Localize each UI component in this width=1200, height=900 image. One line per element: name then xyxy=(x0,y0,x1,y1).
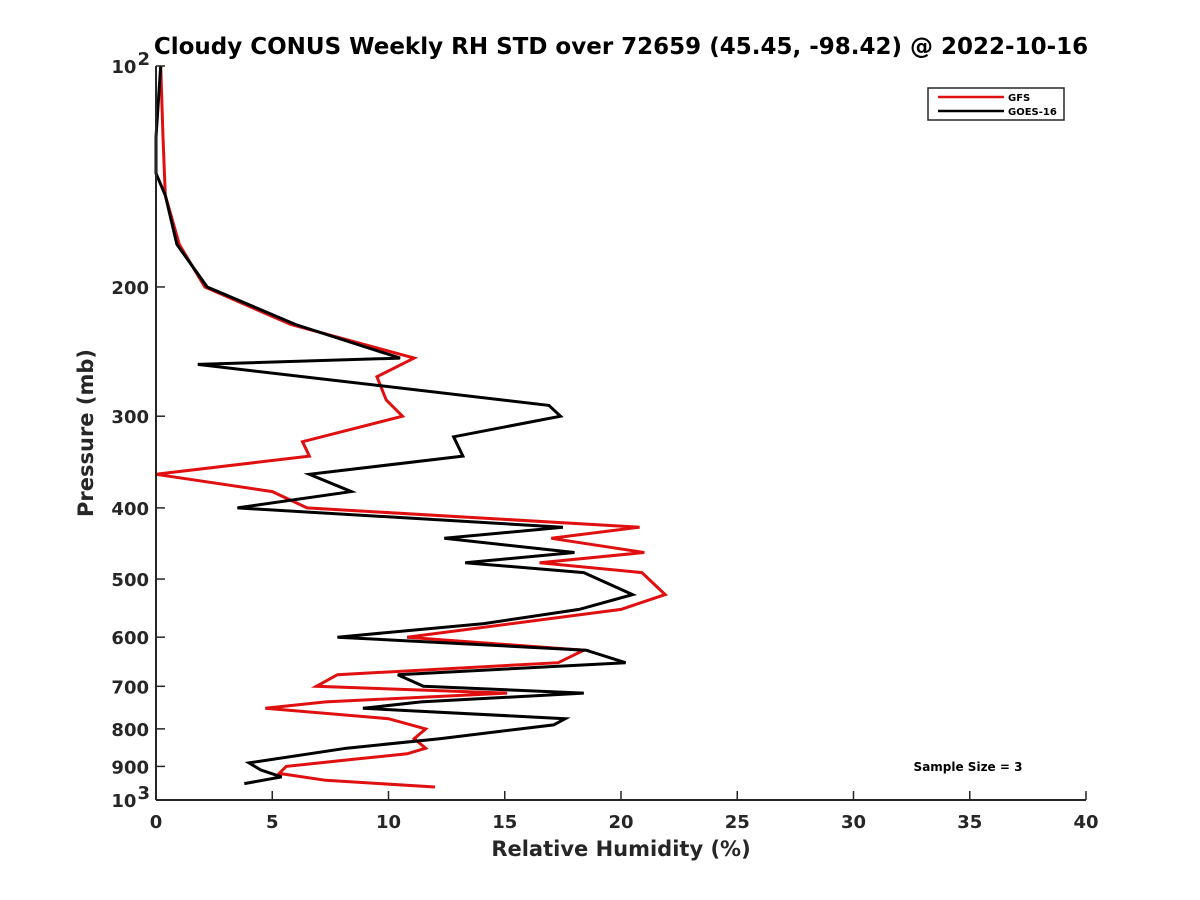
x-tick-label: 35 xyxy=(957,812,982,833)
y-tick-label: 10 xyxy=(111,791,136,812)
y-axis-label: Pressure (mb) xyxy=(74,349,98,517)
y-tick-exponent: 2 xyxy=(137,49,150,70)
y-tick-label: 200 xyxy=(111,278,149,299)
y-tick-label: 500 xyxy=(111,570,149,591)
x-tick-label: 40 xyxy=(1073,812,1098,833)
legend-label-goes-16: GOES-16 xyxy=(1008,107,1057,118)
sample-size-annotation: Sample Size = 3 xyxy=(914,760,1023,774)
x-ticks: 0 5 10 15 20 25 30 35 40 xyxy=(150,791,1099,833)
y-tick-label: 10 xyxy=(111,57,136,78)
legend-label-gfs: GFS xyxy=(1008,93,1030,104)
x-tick-label: 25 xyxy=(725,812,750,833)
series-line-goes-16 xyxy=(154,65,638,786)
y-tick-label: 800 xyxy=(111,720,149,741)
x-tick-label: 0 xyxy=(150,812,163,833)
x-axis-label: Relative Humidity (%) xyxy=(491,837,750,861)
y-tick-label: 700 xyxy=(111,677,149,698)
series-line-gfs xyxy=(155,65,669,789)
legend: GFS GOES-16 xyxy=(927,87,1065,121)
x-tick-label: 20 xyxy=(608,812,633,833)
x-tick-label: 10 xyxy=(376,812,401,833)
chart-title: Cloudy CONUS Weekly RH STD over 72659 (4… xyxy=(154,34,1088,60)
x-tick-label: 15 xyxy=(492,812,517,833)
series-layer xyxy=(154,65,669,789)
legend-box xyxy=(927,87,1065,121)
y-tick-label: 400 xyxy=(111,499,149,520)
x-tick-label: 30 xyxy=(841,812,866,833)
y-tick-label: 600 xyxy=(111,628,149,649)
y-tick-label: 300 xyxy=(111,407,149,428)
y-tick-label: 900 xyxy=(111,757,149,778)
x-tick-label: 5 xyxy=(266,812,279,833)
y-tick-exponent: 3 xyxy=(137,783,150,804)
